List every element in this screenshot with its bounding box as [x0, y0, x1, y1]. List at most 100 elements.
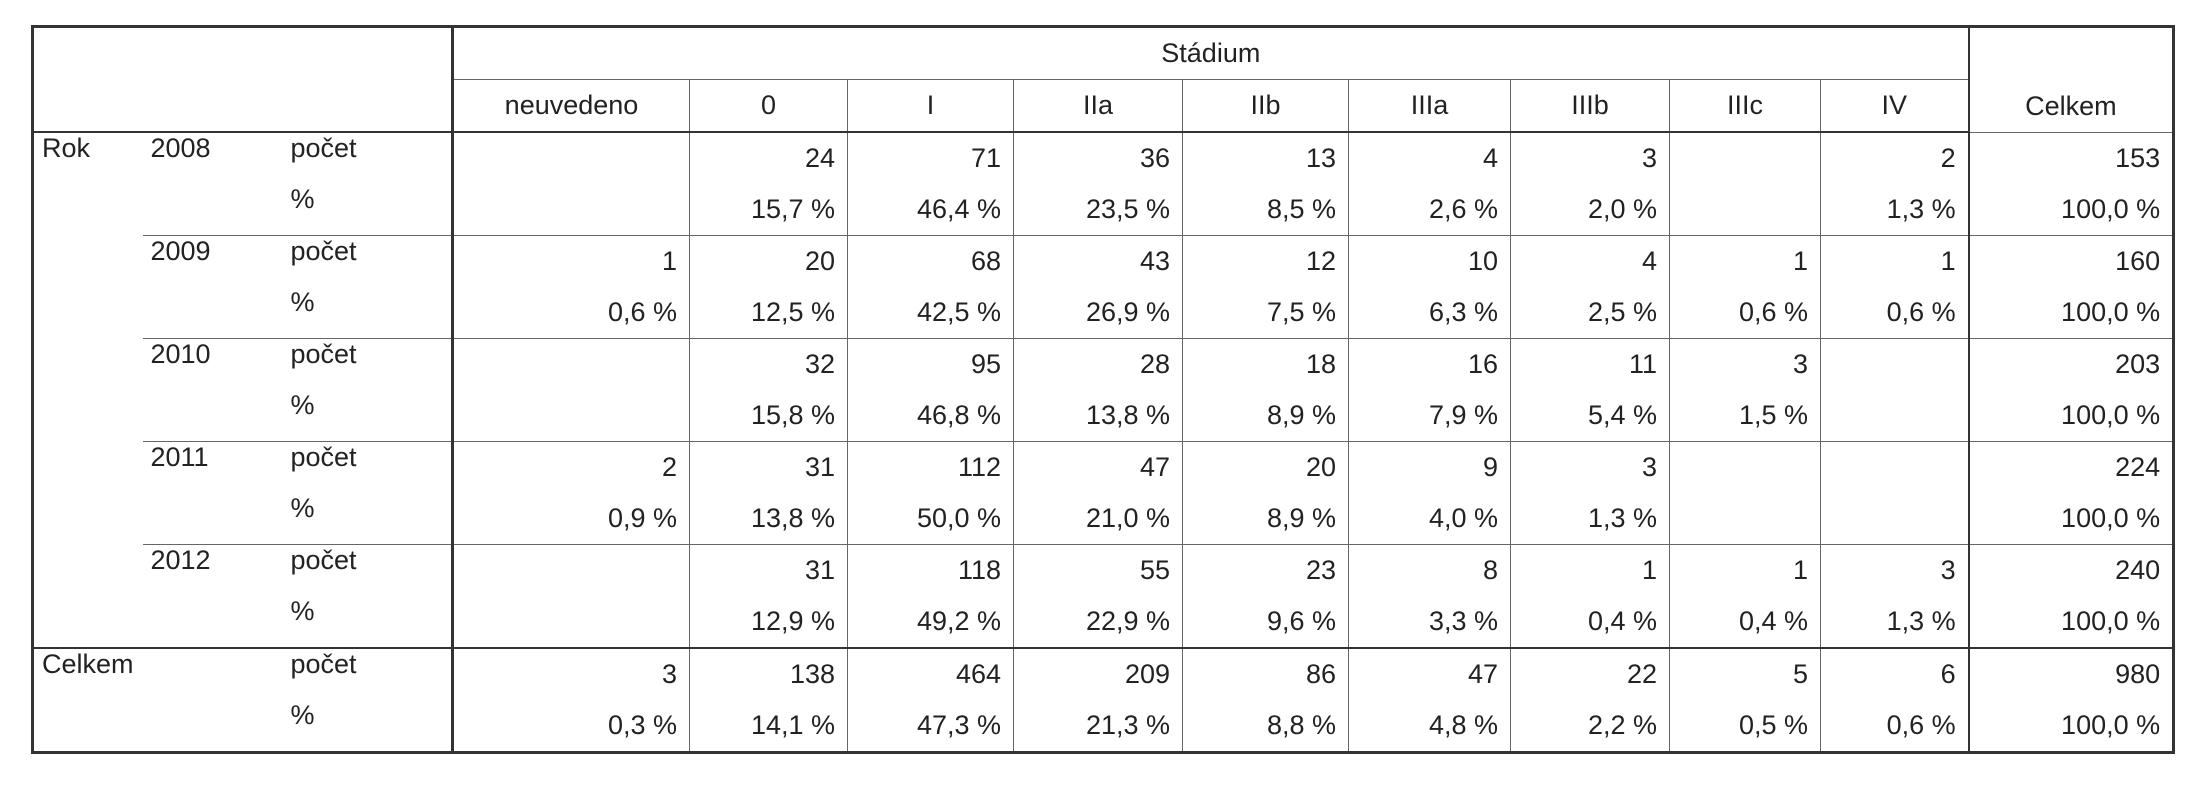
- count-cell: 23: [1182, 544, 1349, 596]
- count-cell: 1: [1819, 235, 1969, 287]
- count-cell: 8: [1348, 544, 1511, 596]
- count-cell: 3: [1510, 131, 1670, 184]
- percent-cell: 9,6 %: [1182, 596, 1349, 648]
- count-label: počet: [282, 338, 453, 390]
- percent-cell: 0,9 %: [451, 493, 690, 545]
- total-percent-cell: 100,0 %: [1967, 390, 2174, 442]
- percent-cell: 1,3 %: [1819, 596, 1969, 648]
- percent-cell: 0,6 %: [451, 287, 690, 339]
- percent-cell: 14,1 %: [689, 700, 848, 753]
- percent-cell: 1,5 %: [1669, 390, 1821, 442]
- percent-cell: 46,4 %: [847, 184, 1014, 236]
- count-cell: [1819, 338, 1969, 390]
- count-cell: [1669, 441, 1821, 493]
- percent-cell: 4,0 %: [1348, 493, 1511, 545]
- count-cell: 31: [689, 441, 848, 493]
- percent-cell: [451, 596, 690, 648]
- percent-cell: 2,0 %: [1510, 184, 1670, 236]
- count-cell: 10: [1348, 235, 1511, 287]
- count-cell: 32: [689, 338, 848, 390]
- total-percent-cell: 100,0 %: [1967, 493, 2174, 545]
- count-cell: 1: [451, 235, 690, 287]
- percent-cell: 15,7 %: [689, 184, 848, 236]
- column-header: I: [847, 79, 1014, 133]
- count-cell: 3: [1669, 338, 1821, 390]
- column-header: neuvedeno: [451, 79, 690, 133]
- count-cell: 13: [1182, 131, 1349, 184]
- total-header: Celkem: [1967, 26, 2174, 132]
- percent-cell: 2,5 %: [1510, 287, 1670, 339]
- count-cell: 138: [689, 647, 848, 700]
- percent-cell: [451, 390, 690, 442]
- percent-cell: [451, 184, 690, 236]
- total-count-cell: 224: [1967, 441, 2174, 493]
- percent-cell: 5,4 %: [1510, 390, 1670, 442]
- column-header: IIIa: [1348, 79, 1511, 133]
- year-label: 2009: [142, 235, 283, 339]
- count-row: 2011 počet 2 31 112 47 20 9 3 224: [33, 441, 2174, 545]
- count-label: počet: [282, 235, 453, 287]
- percent-cell: 13,8 %: [1013, 390, 1183, 442]
- count-cell: [1669, 131, 1821, 184]
- percent-cell: 12,9 %: [689, 596, 848, 648]
- percent-cell: 23,5 %: [1013, 184, 1183, 236]
- count-cell: 1: [1510, 544, 1670, 596]
- count-cell: 24: [689, 131, 848, 184]
- percent-cell: 15,8 %: [689, 390, 848, 442]
- column-header-row: neuvedeno 0 I IIa IIb IIIa IIIb IIIc IV: [33, 79, 2174, 133]
- percent-cell: 0,4 %: [1669, 596, 1821, 648]
- count-cell: 3: [451, 647, 690, 700]
- percent-cell: 7,9 %: [1348, 390, 1511, 442]
- count-cell: 209: [1013, 647, 1183, 700]
- count-cell: 4: [1510, 235, 1670, 287]
- percent-cell: 26,9 %: [1013, 287, 1183, 339]
- count-cell: [451, 131, 690, 184]
- count-cell: 2: [1819, 131, 1969, 184]
- percent-cell: 4,8 %: [1348, 700, 1511, 753]
- percent-cell: 47,3 %: [847, 700, 1014, 753]
- count-cell: [451, 338, 690, 390]
- percent-cell: 42,5 %: [847, 287, 1014, 339]
- percent-cell: 6,3 %: [1348, 287, 1511, 339]
- count-cell: 1: [1669, 544, 1821, 596]
- count-cell: 6: [1819, 647, 1969, 700]
- count-cell: 3: [1819, 544, 1969, 596]
- count-cell: 5: [1669, 647, 1821, 700]
- total-percent-cell: 100,0 %: [1967, 700, 2174, 753]
- count-cell: 18: [1182, 338, 1349, 390]
- group-header: Stádium: [450, 26, 1969, 80]
- column-header: IIIc: [1669, 79, 1821, 133]
- year-label: 2008: [142, 131, 283, 236]
- column-header: 0: [689, 79, 848, 133]
- percent-cell: 1,3 %: [1819, 184, 1969, 236]
- percent-cell: 12,5 %: [689, 287, 848, 339]
- total-count-cell: 240: [1967, 544, 2174, 596]
- total-count-cell: 153: [1967, 131, 2174, 184]
- percent-cell: 8,9 %: [1182, 493, 1349, 545]
- year-label: 2011: [142, 441, 283, 545]
- count-cell: 22: [1510, 647, 1670, 700]
- percent-label: %: [290, 493, 315, 523]
- percent-cell: 0,5 %: [1669, 700, 1821, 753]
- count-cell: 12: [1182, 235, 1349, 287]
- row-group-label: Rok: [42, 133, 91, 163]
- total-percent-cell: 100,0 %: [1967, 596, 2174, 648]
- percent-row: % 15,8 % 46,8 % 13,8 % 8,9 % 7,9 % 5,4 % 1,5 % 1…: [33, 390, 2174, 442]
- corner-cell: [32, 26, 453, 133]
- percent-row: % 0,6 % 12,5 % 42,5 % 26,9 % 7,5 % 6,3 % 2,5 % 0…: [33, 287, 2174, 339]
- column-header: IV: [1819, 79, 1969, 133]
- count-cell: 95: [847, 338, 1014, 390]
- percent-cell: 8,8 %: [1182, 700, 1349, 753]
- percent-label: %: [290, 184, 315, 214]
- total-count-cell: 980: [1967, 647, 2174, 700]
- percent-cell: 21,0 %: [1013, 493, 1183, 545]
- percent-row: % 15,7 % 46,4 % 23,5 % 8,5 % 2,6 % 2,0 % 1,3 % 1…: [33, 184, 2174, 236]
- count-row: 2009 počet 1 20 68 43 12 10 4 1 1 160: [33, 235, 2174, 339]
- percent-row: % 0,9 % 13,8 % 50,0 % 21,0 % 8,9 % 4,0 % 1,3 % 1…: [33, 493, 2174, 545]
- total-count-cell: 160: [1967, 235, 2174, 287]
- count-cell: 28: [1013, 338, 1183, 390]
- count-cell: 20: [1182, 441, 1349, 493]
- count-label: počet: [282, 544, 453, 596]
- percent-cell: 7,5 %: [1182, 287, 1349, 339]
